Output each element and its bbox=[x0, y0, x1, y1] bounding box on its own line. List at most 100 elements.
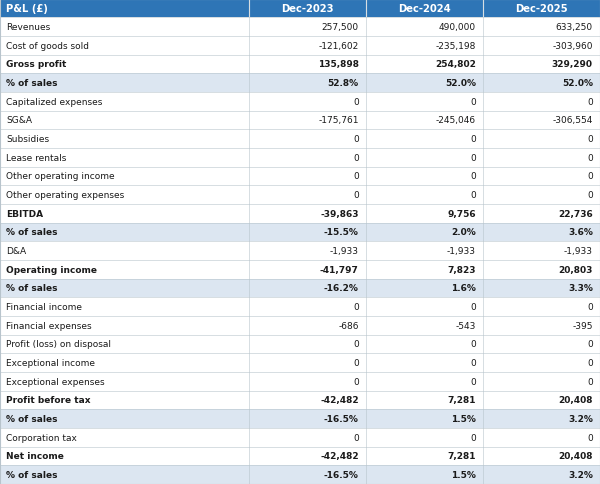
Text: 0: 0 bbox=[587, 172, 593, 181]
Text: 0: 0 bbox=[587, 377, 593, 386]
Text: Exceptional income: Exceptional income bbox=[6, 359, 95, 367]
Text: -41,797: -41,797 bbox=[320, 265, 359, 274]
Bar bbox=[0, 447, 249, 466]
Bar bbox=[249, 298, 366, 317]
Text: EBITDA: EBITDA bbox=[6, 210, 43, 218]
Bar bbox=[0, 317, 249, 335]
Bar bbox=[0, 428, 249, 447]
Bar bbox=[249, 260, 366, 279]
Text: 0: 0 bbox=[353, 433, 359, 442]
Text: 3.2%: 3.2% bbox=[568, 470, 593, 479]
Bar bbox=[249, 317, 366, 335]
Text: 633,250: 633,250 bbox=[556, 23, 593, 32]
Text: -16.5%: -16.5% bbox=[324, 470, 359, 479]
Text: 0: 0 bbox=[470, 302, 476, 312]
Text: -1,933: -1,933 bbox=[447, 247, 476, 256]
Bar bbox=[366, 186, 483, 205]
Text: Profit (loss) on disposal: Profit (loss) on disposal bbox=[6, 340, 111, 349]
Text: 1.5%: 1.5% bbox=[451, 470, 476, 479]
Text: 0: 0 bbox=[353, 191, 359, 200]
Text: 0: 0 bbox=[587, 153, 593, 163]
Text: 0: 0 bbox=[353, 135, 359, 144]
Text: 0: 0 bbox=[587, 340, 593, 349]
Text: 0: 0 bbox=[353, 153, 359, 163]
Text: 20,408: 20,408 bbox=[558, 396, 593, 405]
Bar bbox=[249, 372, 366, 391]
Text: -16.2%: -16.2% bbox=[324, 284, 359, 293]
Text: 7,823: 7,823 bbox=[447, 265, 476, 274]
Bar bbox=[483, 279, 600, 298]
Bar bbox=[366, 167, 483, 186]
Bar bbox=[483, 18, 600, 37]
Text: 3.2%: 3.2% bbox=[568, 414, 593, 424]
Text: 7,281: 7,281 bbox=[447, 452, 476, 461]
Bar bbox=[483, 428, 600, 447]
Bar bbox=[249, 111, 366, 130]
Bar bbox=[366, 0, 483, 18]
Text: -42,482: -42,482 bbox=[320, 452, 359, 461]
Text: -303,960: -303,960 bbox=[552, 42, 593, 51]
Text: Dec-2025: Dec-2025 bbox=[515, 4, 568, 14]
Text: Exceptional expenses: Exceptional expenses bbox=[6, 377, 104, 386]
Text: Revenues: Revenues bbox=[6, 23, 50, 32]
Text: Gross profit: Gross profit bbox=[6, 60, 67, 69]
Bar bbox=[366, 354, 483, 372]
Text: % of sales: % of sales bbox=[6, 284, 58, 293]
Text: -395: -395 bbox=[572, 321, 593, 330]
Text: 0: 0 bbox=[587, 302, 593, 312]
Text: 0: 0 bbox=[470, 135, 476, 144]
Bar bbox=[366, 428, 483, 447]
Text: % of sales: % of sales bbox=[6, 79, 58, 88]
Bar bbox=[366, 111, 483, 130]
Text: Other operating income: Other operating income bbox=[6, 172, 115, 181]
Bar bbox=[366, 391, 483, 409]
Text: -306,554: -306,554 bbox=[553, 116, 593, 125]
Bar bbox=[249, 167, 366, 186]
Text: 0: 0 bbox=[353, 302, 359, 312]
Text: 52.0%: 52.0% bbox=[445, 79, 476, 88]
Text: -235,198: -235,198 bbox=[436, 42, 476, 51]
Bar bbox=[483, 149, 600, 167]
Bar bbox=[483, 74, 600, 93]
Text: 0: 0 bbox=[353, 340, 359, 349]
Text: 1.5%: 1.5% bbox=[451, 414, 476, 424]
Text: Corporation tax: Corporation tax bbox=[6, 433, 77, 442]
Text: 20,408: 20,408 bbox=[558, 452, 593, 461]
Text: 22,736: 22,736 bbox=[558, 210, 593, 218]
Text: D&A: D&A bbox=[6, 247, 26, 256]
Bar bbox=[366, 335, 483, 354]
Bar bbox=[0, 37, 249, 56]
Text: Subsidies: Subsidies bbox=[6, 135, 49, 144]
Bar bbox=[483, 260, 600, 279]
Bar bbox=[483, 409, 600, 428]
Text: Dec-2023: Dec-2023 bbox=[281, 4, 334, 14]
Text: 0: 0 bbox=[470, 377, 476, 386]
Bar bbox=[0, 93, 249, 111]
Bar bbox=[0, 223, 249, 242]
Text: Other operating expenses: Other operating expenses bbox=[6, 191, 124, 200]
Bar bbox=[483, 186, 600, 205]
Bar bbox=[483, 111, 600, 130]
Text: -42,482: -42,482 bbox=[320, 396, 359, 405]
Text: 3.6%: 3.6% bbox=[568, 228, 593, 237]
Text: Financial income: Financial income bbox=[6, 302, 82, 312]
Text: -1,933: -1,933 bbox=[564, 247, 593, 256]
Bar bbox=[249, 93, 366, 111]
Bar bbox=[0, 74, 249, 93]
Bar bbox=[366, 18, 483, 37]
Text: % of sales: % of sales bbox=[6, 470, 58, 479]
Text: 0: 0 bbox=[587, 135, 593, 144]
Text: Net income: Net income bbox=[6, 452, 64, 461]
Bar bbox=[366, 56, 483, 74]
Bar bbox=[249, 447, 366, 466]
Bar bbox=[483, 447, 600, 466]
Text: 0: 0 bbox=[353, 359, 359, 367]
Bar bbox=[366, 409, 483, 428]
Text: 52.0%: 52.0% bbox=[562, 79, 593, 88]
Bar bbox=[0, 130, 249, 149]
Bar bbox=[366, 149, 483, 167]
Text: -121,602: -121,602 bbox=[319, 42, 359, 51]
Text: P&L (£): P&L (£) bbox=[6, 4, 48, 14]
Text: 0: 0 bbox=[587, 191, 593, 200]
Bar bbox=[366, 37, 483, 56]
